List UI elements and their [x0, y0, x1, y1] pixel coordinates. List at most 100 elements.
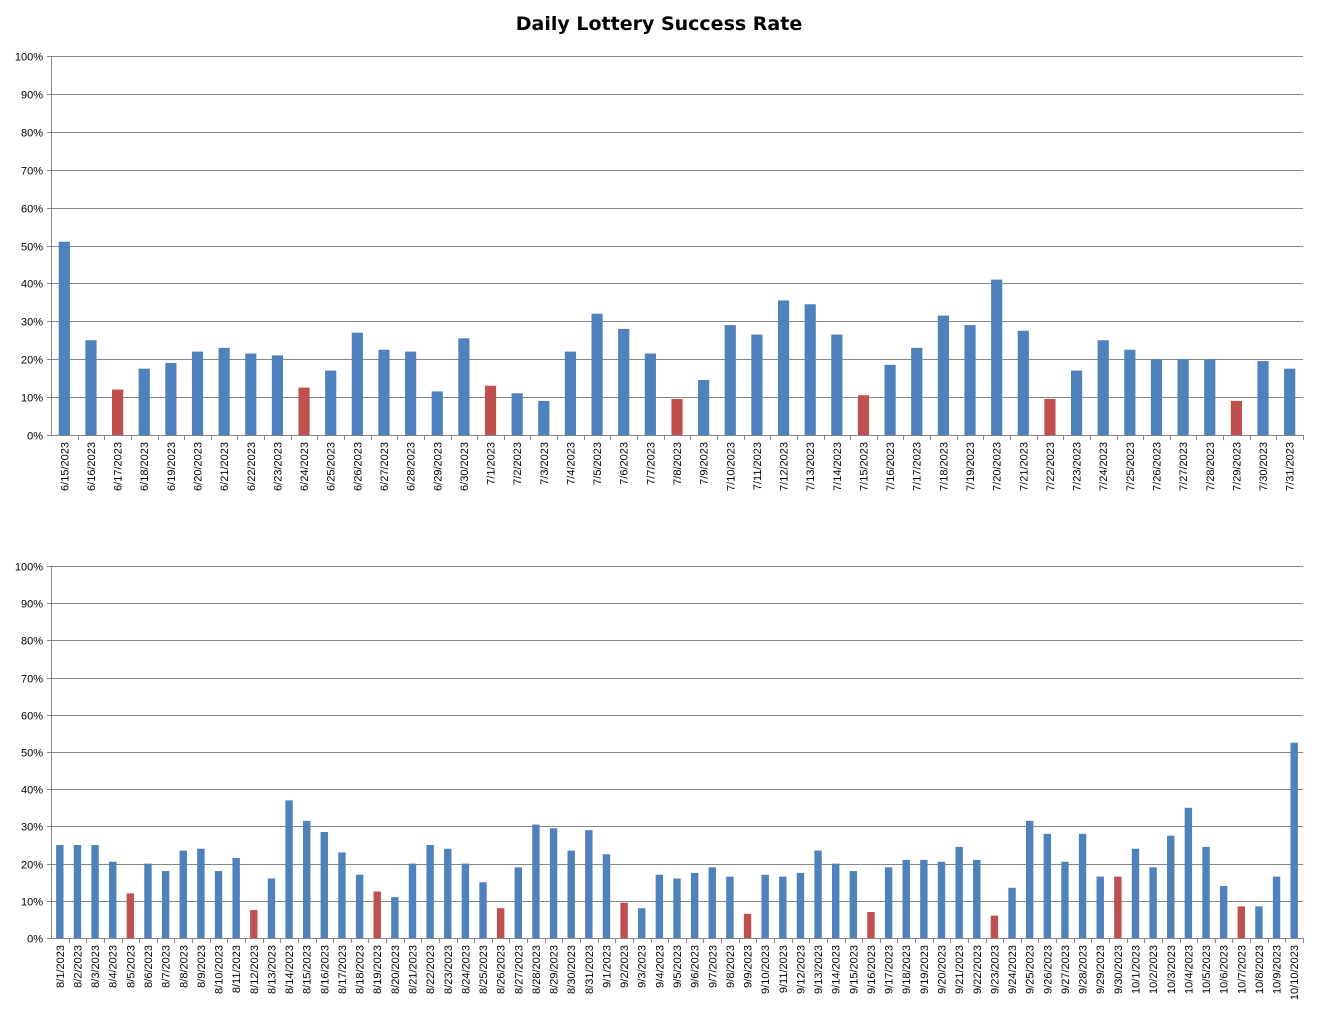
bar: [1149, 867, 1157, 938]
bar: [285, 800, 293, 938]
bar: [298, 387, 310, 436]
x-tick-label: 7/9/2023: [699, 442, 711, 485]
bar: [831, 334, 843, 435]
bar: [1290, 742, 1298, 938]
y-tick-label: 40%: [21, 785, 43, 797]
y-tick-label: 80%: [21, 128, 43, 140]
bar: [73, 845, 82, 938]
bar: [161, 871, 170, 938]
bar: [250, 910, 258, 938]
bar: [1017, 330, 1029, 435]
x-tick-label: 9/15/2023: [848, 945, 860, 994]
bar: [532, 824, 540, 938]
x-tick-label: 8/11/2023: [231, 945, 243, 993]
x-tick-label: 8/14/2023: [284, 945, 296, 994]
x-tick-label: 9/29/2023: [1095, 945, 1107, 994]
bar: [690, 872, 699, 938]
bar: [1202, 846, 1210, 938]
x-tick-label: 8/1/2023: [55, 945, 67, 988]
y-tick-label: 60%: [21, 711, 43, 723]
x-tick-label: 9/26/2023: [1042, 945, 1054, 994]
bar: [351, 332, 363, 435]
x-tick-label: 7/28/2023: [1205, 442, 1217, 491]
x-tick-label: 10/9/2023: [1272, 945, 1284, 994]
x-tick-label: 8/17/2023: [337, 945, 349, 994]
x-tick-label: 8/27/2023: [513, 945, 525, 994]
bar: [698, 380, 710, 435]
x-tick-label: 6/26/2023: [352, 442, 364, 491]
x-tick-label: 10/5/2023: [1201, 945, 1213, 994]
bar: [1272, 876, 1281, 938]
bar: [1044, 399, 1056, 435]
x-tick-label: 6/17/2023: [113, 442, 125, 491]
bar: [724, 325, 736, 435]
x-tick-label: 9/17/2023: [884, 945, 896, 994]
bar: [990, 915, 999, 938]
bar: [832, 863, 840, 938]
chart-panel-1: 0% 10% 20% 30% 40% 50% 60% 70% 80% 90% 100% 6/15/20…: [15, 52, 1304, 491]
bar: [458, 338, 470, 435]
bar: [884, 364, 896, 435]
bar: [814, 850, 822, 938]
x-tick-label: 7/12/2023: [779, 442, 791, 491]
y-tick-label: 90%: [21, 90, 43, 102]
x-tick-label: 10/7/2023: [1236, 945, 1248, 994]
x-tick-label: 9/1/2023: [601, 945, 613, 988]
x-tick-label: 9/22/2023: [972, 945, 984, 994]
bar: [671, 399, 683, 435]
bar: [1008, 887, 1016, 938]
bar: [743, 913, 752, 938]
x-tick-label: 8/25/2023: [478, 945, 490, 994]
bar: [591, 313, 603, 435]
x-tick-label: 10/3/2023: [1166, 945, 1178, 994]
x-tick-label: 10/8/2023: [1254, 945, 1266, 994]
x-tick-label: 7/15/2023: [858, 442, 870, 491]
bar: [1131, 848, 1140, 938]
bar: [644, 353, 656, 435]
x-tick-label: 7/7/2023: [645, 442, 657, 485]
bar: [1096, 876, 1104, 938]
x-tick-label: 7/22/2023: [1045, 442, 1057, 491]
x-tick-label: 9/9/2023: [743, 945, 755, 988]
x-tick-label: 7/21/2023: [1018, 442, 1030, 491]
bar: [937, 861, 946, 938]
bar: [1167, 835, 1175, 938]
bar: [564, 351, 577, 435]
x-tick-label: 7/5/2023: [592, 442, 604, 485]
x-tick-label: 8/22/2023: [425, 945, 437, 994]
bar: [673, 878, 681, 938]
chart-panel-2: 0% 10% 20% 30% 40% 50% 60% 70% 80% 90% 100% 8/1/202…: [15, 562, 1304, 1000]
x-tick-label: 8/26/2023: [496, 945, 508, 994]
x-tick-label: 8/13/2023: [266, 945, 278, 994]
y-tick-label: 20%: [21, 355, 43, 367]
y-tick-label: 80%: [21, 636, 43, 648]
bar: [325, 370, 337, 435]
x-tick-label: 9/23/2023: [989, 945, 1001, 994]
x-tick-label: 9/2/2023: [619, 945, 631, 988]
bar: [378, 349, 390, 435]
x-tick-label: 8/18/2023: [355, 945, 367, 994]
x-tick-label: 7/25/2023: [1125, 442, 1137, 491]
x-tick-label: 9/18/2023: [901, 945, 913, 994]
x-tick-label: 7/23/2023: [1072, 442, 1084, 491]
bar: [1204, 359, 1216, 435]
bar: [479, 882, 487, 938]
x-tick-label: 7/8/2023: [672, 442, 684, 485]
x-tick-label: 8/12/2023: [249, 945, 261, 994]
x-tick-label: 10/4/2023: [1183, 945, 1195, 994]
x-tick-label: 8/10/2023: [214, 945, 226, 994]
bar: [58, 241, 70, 435]
bar: [857, 395, 870, 435]
x-tick-label: 7/19/2023: [965, 442, 977, 491]
x-tick-label: 8/21/2023: [407, 945, 419, 994]
bar: [602, 854, 611, 938]
x-tick-label: 7/11/2023: [752, 442, 764, 490]
x-tick-label: 8/2/2023: [72, 945, 84, 988]
bar: [796, 872, 805, 938]
x-tick-label: 8/9/2023: [196, 945, 208, 988]
bar: [1284, 368, 1296, 435]
y-tick-label: 40%: [21, 279, 43, 291]
x-tick-label: 9/14/2023: [831, 945, 843, 994]
bar: [355, 874, 364, 938]
